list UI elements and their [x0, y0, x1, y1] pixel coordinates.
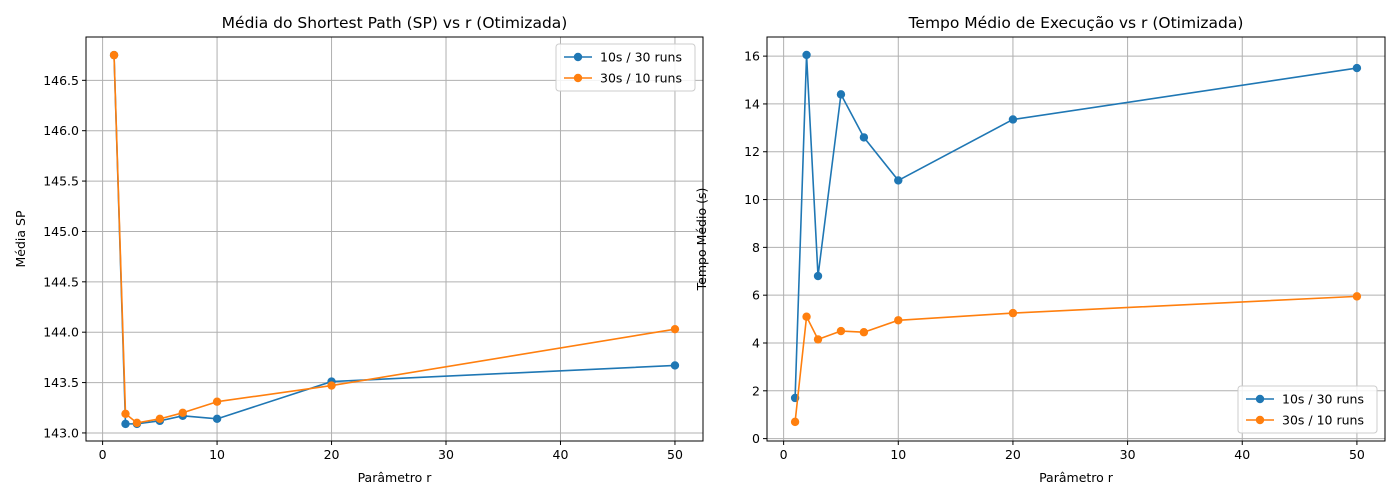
time-plot-frame: [766, 36, 1386, 442]
time-legend: 10s / 30 runs 30s / 10 runs: [1237, 385, 1378, 434]
sp-y-tick-label: 145.5: [43, 174, 79, 189]
sp-series-1-point: [670, 324, 680, 334]
sp-x-tick-label: 50: [667, 447, 683, 462]
sp-series-0-point: [670, 361, 680, 370]
time-series-line-0: [794, 54, 1358, 398]
sp-series-line-1: [113, 55, 676, 424]
time-y-tick-label: 4: [752, 335, 760, 350]
time-x-tick-label: 50: [1349, 447, 1365, 462]
time-series-0-point: [813, 271, 823, 281]
sp-legend-swatch-marker-0: [573, 52, 583, 62]
sp-legend: 10s / 30 runs 30s / 10 runs: [555, 43, 696, 92]
time-chart: 0 10 20 30 40 50 0 2 4 6 8 10 12 14 16 Tempo Médio de E…: [694, 14, 1386, 485]
sp-legend-label-1: 30s / 10 runs: [600, 71, 682, 86]
sp-legend-swatch-marker-1: [573, 73, 583, 83]
time-chart-title: Tempo Médio de Execução vs r (Otimizada): [908, 14, 1244, 32]
time-y-tick-label: 14: [744, 96, 760, 111]
sp-x-tick-label: 40: [553, 447, 569, 462]
time-legend-label-1: 30s / 10 runs: [1282, 413, 1364, 428]
sp-series-1-point: [327, 381, 336, 390]
sp-series-0-point: [212, 414, 222, 424]
sp-series-1-point: [109, 50, 119, 60]
sp-x-tick-label: 20: [324, 447, 340, 462]
sp-chart: 0 10 20 30 40 50 143.0 143.5 144.0 144.5 145.0 145.…: [13, 14, 704, 485]
sp-y-tick-label: 146.5: [43, 73, 79, 88]
sp-series-0-point: [121, 419, 130, 429]
sp-y-tick-label: 144.0: [43, 325, 79, 340]
time-y-tick-label: 12: [744, 144, 760, 159]
sp-x-axis-label: Parâmetro r: [358, 470, 433, 485]
sp-chart-title: Média do Shortest Path (SP) vs r (Otimiz…: [222, 14, 568, 32]
time-series-1-point: [1352, 292, 1362, 301]
time-series-1-point: [836, 326, 846, 336]
time-series-1-point: [859, 328, 869, 337]
time-series-1-point: [802, 312, 811, 321]
time-y-tick-label: 0: [752, 431, 760, 446]
time-y-tick-label: 10: [744, 192, 760, 207]
sp-y-tick-label: 145.0: [43, 224, 79, 239]
time-series-0-point: [1352, 63, 1362, 73]
sp-series-1-point: [121, 409, 130, 418]
time-x-tick-label: 0: [780, 447, 788, 462]
sp-series-1-point: [132, 418, 142, 428]
sp-series-line-0: [113, 55, 675, 425]
time-series-line-1: [794, 295, 1357, 422]
time-y-tick-label: 16: [744, 49, 760, 64]
sp-y-tick-label: 144.5: [43, 274, 79, 289]
time-series-1-point: [790, 417, 800, 427]
sp-y-axis-label: Média SP: [13, 210, 28, 267]
time-x-tick-label: 30: [1120, 447, 1136, 462]
sp-legend-box: [555, 43, 696, 92]
time-x-axis-label: Parâmetro r: [1039, 470, 1114, 485]
time-series-0-point: [836, 90, 846, 99]
sp-y-tick-label: 143.5: [43, 375, 79, 390]
time-x-tick-label: 20: [1005, 447, 1021, 462]
time-x-tick-label: 10: [890, 447, 906, 462]
sp-legend-label-0: 10s / 30 runs: [600, 50, 682, 65]
time-y-tick-label: 6: [752, 288, 760, 303]
sp-series-1-point: [178, 408, 187, 417]
sp-x-tick-label: 10: [209, 447, 225, 462]
time-legend-swatch-marker-1: [1255, 415, 1265, 425]
time-series-1-point: [813, 335, 823, 344]
time-legend-swatch-marker-0: [1255, 394, 1265, 404]
time-legend-label-0: 10s / 30 runs: [1282, 392, 1364, 407]
sp-plot-frame: [85, 36, 704, 442]
time-series-1-point: [894, 316, 903, 325]
time-y-axis-label: Tempo Médio (s): [694, 188, 709, 292]
time-series-1-point: [1008, 308, 1018, 318]
time-series-0-point: [1008, 115, 1018, 124]
sp-y-tick-label: 143.0: [43, 425, 79, 440]
time-x-tick-label: 40: [1234, 447, 1250, 462]
time-y-tick-label: 8: [752, 240, 760, 255]
sp-series-1-point: [212, 397, 222, 406]
time-series-0-point: [859, 133, 869, 142]
time-legend-box: [1237, 385, 1378, 434]
sp-y-tick-label: 146.0: [43, 123, 79, 138]
time-series-0-point: [802, 50, 811, 60]
time-y-tick-label: 2: [752, 383, 760, 398]
sp-series-1-point: [155, 414, 165, 424]
time-series-0-point: [894, 176, 903, 185]
sp-x-tick-label: 30: [438, 447, 454, 462]
sp-x-tick-label: 0: [99, 447, 107, 462]
